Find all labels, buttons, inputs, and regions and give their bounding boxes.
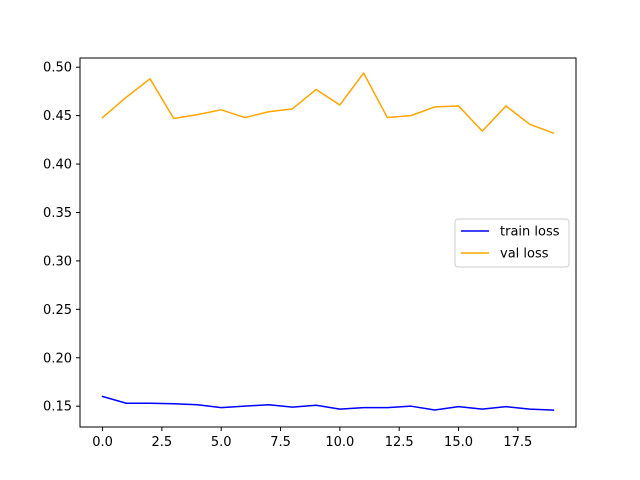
- x-tick-label: 0.0: [92, 435, 113, 450]
- series-line-0: [101, 395, 555, 411]
- x-tick-label: 5.0: [211, 435, 232, 450]
- x-tick-label: 7.5: [270, 435, 291, 450]
- series-layer: [101, 72, 555, 411]
- plot-area: [79, 57, 577, 428]
- legend: train loss val loss: [454, 218, 570, 268]
- x-tick-label: 10.0: [325, 435, 354, 450]
- x-axis: 0.0 2.5 5.0 7.5 10.0 12.5 15.0 17.5: [92, 427, 532, 450]
- series-line-1: [101, 72, 555, 135]
- y-tick-label: 0.15: [43, 400, 72, 415]
- y-axis: 0.15 0.20 0.25 0.30 0.35 0.40 0.45 0.50: [43, 61, 80, 415]
- y-tick-label: 0.25: [43, 303, 72, 318]
- y-tick-label: 0.30: [43, 254, 72, 269]
- x-tick-label: 12.5: [385, 435, 414, 450]
- y-tick-label: 0.50: [43, 61, 72, 76]
- x-tick-label: 17.5: [503, 435, 532, 450]
- x-tick-label: 2.5: [152, 435, 173, 450]
- y-tick-label: 0.45: [43, 109, 72, 124]
- legend-label-1: val loss: [500, 247, 549, 262]
- y-tick-label: 0.40: [43, 158, 72, 173]
- y-tick-label: 0.35: [43, 206, 72, 221]
- x-tick-label: 15.0: [444, 435, 473, 450]
- legend-label-0: train loss: [500, 225, 560, 240]
- y-tick-label: 0.20: [43, 351, 72, 366]
- plot-frame: [79, 57, 577, 428]
